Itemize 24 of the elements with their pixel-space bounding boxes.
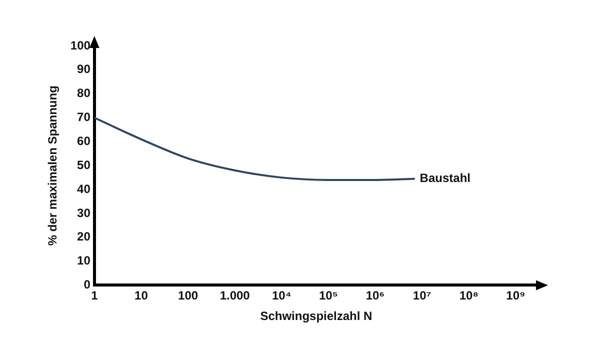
y-tick-label: 20 (77, 230, 91, 244)
x-tick-label: 10⁴ (272, 288, 292, 303)
x-tick-label: 10 (134, 288, 148, 303)
y-tick-label: 100 (70, 38, 91, 52)
y-axis-title: % der maximalen Spannung (46, 86, 60, 246)
x-tick-label: 10⁹ (506, 288, 526, 303)
y-tick-label: 40 (77, 182, 91, 196)
x-tick-label: 10⁶ (366, 288, 385, 303)
y-tick-label: 70 (77, 110, 91, 124)
x-tick-label: 10⁸ (459, 288, 478, 303)
x-tick-label: 10⁵ (318, 288, 338, 303)
y-tick-label: 50 (77, 158, 91, 172)
y-tick-label: 60 (77, 134, 91, 148)
x-tick-label: 10⁷ (412, 288, 432, 303)
y-tick-label: 0 (84, 278, 91, 292)
x-axis-title: Schwingspielzahl N (260, 309, 372, 324)
x-tick-label: 1 (91, 288, 98, 303)
y-tick-label: 80 (77, 86, 91, 100)
y-tick-label: 10 (77, 254, 91, 268)
series-label: Baustahl (420, 171, 470, 186)
x-tick-label: 1.000 (220, 288, 250, 303)
x-tick-label: 100 (178, 288, 198, 303)
y-tick-label: 90 (77, 62, 91, 76)
y-tick-label: 30 (77, 206, 91, 220)
